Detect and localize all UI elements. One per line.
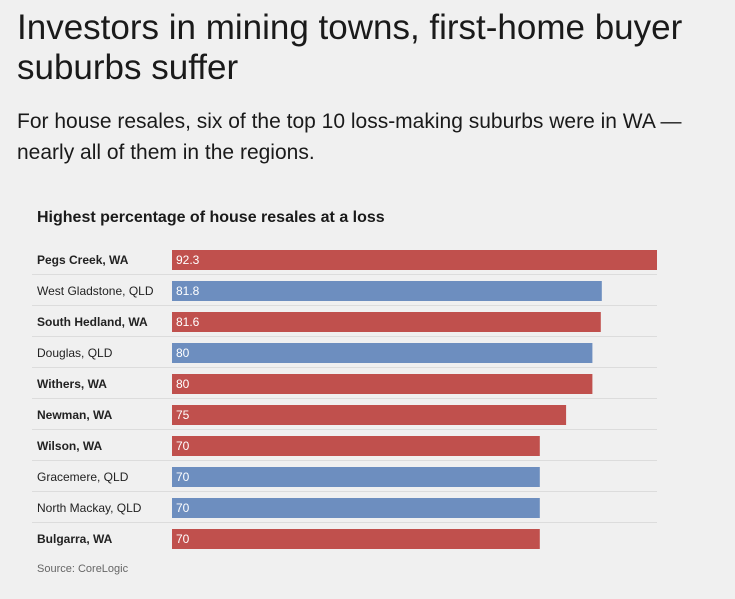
bar xyxy=(172,312,601,332)
data-label: 92.3 xyxy=(176,253,200,267)
category-label: West Gladstone, QLD xyxy=(37,284,154,298)
data-label: 70 xyxy=(176,439,190,453)
bar xyxy=(172,405,567,425)
bar xyxy=(172,281,602,301)
category-label: Withers, WA xyxy=(37,377,107,391)
data-label: 75 xyxy=(176,408,190,422)
category-label: Wilson, WA xyxy=(37,439,103,453)
subheadline: For house resales, six of the top 10 los… xyxy=(17,110,682,164)
data-label: 81.8 xyxy=(176,284,200,298)
bar xyxy=(172,436,540,456)
category-label: Newman, WA xyxy=(37,408,113,422)
bar xyxy=(172,498,540,518)
bar xyxy=(172,250,657,270)
data-label: 81.6 xyxy=(176,315,200,329)
data-label: 80 xyxy=(176,346,190,360)
data-label: 70 xyxy=(176,501,190,515)
category-label: Bulgarra, WA xyxy=(37,532,113,546)
data-label: 70 xyxy=(176,532,190,546)
bar xyxy=(172,467,540,487)
bar xyxy=(172,374,593,394)
headline: Investors in mining towns, first-home bu… xyxy=(17,8,683,87)
source-note: Source: CoreLogic xyxy=(37,563,129,575)
bar xyxy=(172,343,593,363)
category-label: Gracemere, QLD xyxy=(37,470,129,484)
data-label: 80 xyxy=(176,377,190,391)
category-label: Douglas, QLD xyxy=(37,346,113,360)
bar xyxy=(172,529,540,549)
bar-chart: Pegs Creek, WA 92.3 West Gladstone, QLD 81.… xyxy=(32,250,657,549)
category-label: South Hedland, WA xyxy=(37,315,148,329)
chart-title: Highest percentage of house resales at a… xyxy=(37,209,385,226)
data-label: 70 xyxy=(176,470,190,484)
category-label: North Mackay, QLD xyxy=(37,501,142,515)
category-label: Pegs Creek, WA xyxy=(37,253,129,267)
